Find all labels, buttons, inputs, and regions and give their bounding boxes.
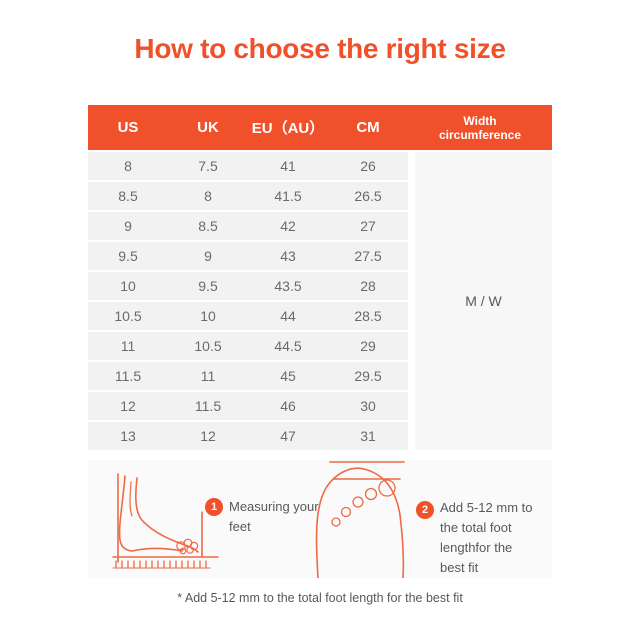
cell-us: 9.5 bbox=[118, 248, 138, 264]
cell-us: 10 bbox=[120, 278, 136, 294]
cell-eu: 42 bbox=[280, 218, 296, 234]
foot-side-ruler-illustration bbox=[112, 473, 219, 569]
cell-eu: 44.5 bbox=[274, 338, 302, 354]
cell-us: 11.5 bbox=[114, 368, 142, 384]
page-title: How to choose the right size bbox=[134, 33, 506, 64]
width-circumference-value: M / W bbox=[465, 293, 502, 309]
column-header-uk: UK bbox=[197, 119, 219, 136]
step-2-number: 2 bbox=[421, 504, 429, 516]
cell-eu: 43 bbox=[280, 248, 296, 264]
column-header-cm: CM bbox=[356, 119, 380, 136]
cell-us: 13 bbox=[120, 428, 136, 444]
cell-cm: 31 bbox=[360, 428, 376, 444]
cell-cm: 27 bbox=[360, 218, 376, 234]
cell-us: 10.5 bbox=[114, 308, 142, 324]
cell-cm: 28.5 bbox=[354, 308, 382, 324]
size-table-rows: 8 7.5 41 26 8.5 8 41.5 26.5 9 8.5 42 27 bbox=[88, 150, 408, 450]
table-row: 13 12 47 31 bbox=[88, 422, 408, 450]
cell-uk: 7.5 bbox=[198, 158, 218, 174]
foot-top-illustration bbox=[315, 461, 405, 578]
table-row: 10 9.5 43.5 28 bbox=[88, 272, 408, 300]
cell-uk: 9.5 bbox=[198, 278, 218, 294]
column-header-width-circumference: Width circumference bbox=[438, 113, 522, 142]
size-table-header: US UK EU（AU） CM Width circumference bbox=[88, 105, 552, 150]
table-row: 8.5 8 41.5 26.5 bbox=[88, 182, 408, 210]
cell-eu: 41.5 bbox=[274, 188, 302, 204]
cell-cm: 29 bbox=[360, 338, 376, 354]
cell-uk: 8 bbox=[204, 188, 212, 204]
cell-uk: 10.5 bbox=[194, 338, 222, 354]
measurement-instructions-panel: 1 Measuring your feet 2 Add 5-12 mm to t… bbox=[88, 460, 552, 578]
width-circumference-cell: M / W bbox=[415, 152, 552, 450]
table-row: 11.5 11 45 29.5 bbox=[88, 362, 408, 390]
cell-us: 8.5 bbox=[118, 188, 138, 204]
cell-uk: 8.5 bbox=[198, 218, 218, 234]
size-table: US UK EU（AU） CM Width circumference 8 7.… bbox=[88, 105, 552, 450]
cell-eu: 45 bbox=[280, 368, 296, 384]
step-1-badge: 1 bbox=[205, 498, 223, 516]
step-2-text: Add 5-12 mm to the total foot lengthfor … bbox=[440, 500, 533, 575]
table-row: 8 7.5 41 26 bbox=[88, 152, 408, 180]
cell-us: 11 bbox=[120, 338, 136, 354]
table-row: 9 8.5 42 27 bbox=[88, 212, 408, 240]
cell-uk: 10 bbox=[200, 308, 216, 324]
cell-eu: 43.5 bbox=[274, 278, 302, 294]
step-1-number: 1 bbox=[210, 501, 218, 513]
cell-uk: 9 bbox=[204, 248, 212, 264]
cell-us: 12 bbox=[120, 398, 136, 414]
step-2-badge: 2 bbox=[416, 501, 434, 519]
cell-cm: 26 bbox=[360, 158, 376, 174]
cell-us: 8 bbox=[124, 158, 132, 174]
table-row: 9.5 9 43 27.5 bbox=[88, 242, 408, 270]
table-row: 12 11.5 46 30 bbox=[88, 392, 408, 420]
cell-cm: 27.5 bbox=[354, 248, 382, 264]
cell-uk: 12 bbox=[200, 428, 216, 444]
cell-cm: 26.5 bbox=[354, 188, 382, 204]
cell-us: 9 bbox=[124, 218, 132, 234]
cell-eu: 44 bbox=[280, 308, 296, 324]
column-header-eu-au: EU（AU） bbox=[251, 120, 325, 137]
table-row: 10.5 10 44 28.5 bbox=[88, 302, 408, 330]
footnote: * Add 5-12 mm to the total foot length f… bbox=[177, 591, 463, 605]
step-1-text: Measuring your feet bbox=[229, 499, 319, 534]
cell-eu: 46 bbox=[280, 398, 296, 414]
cell-cm: 30 bbox=[360, 398, 376, 414]
size-table-body: 8 7.5 41 26 8.5 8 41.5 26.5 9 8.5 42 27 bbox=[88, 150, 552, 450]
cell-cm: 29.5 bbox=[354, 368, 382, 384]
cell-eu: 47 bbox=[280, 428, 296, 444]
table-row: 11 10.5 44.5 29 bbox=[88, 332, 408, 360]
cell-uk: 11 bbox=[200, 368, 216, 384]
cell-cm: 28 bbox=[360, 278, 376, 294]
cell-eu: 41 bbox=[280, 158, 296, 174]
cell-uk: 11.5 bbox=[194, 398, 222, 414]
column-header-us: US bbox=[117, 119, 139, 136]
